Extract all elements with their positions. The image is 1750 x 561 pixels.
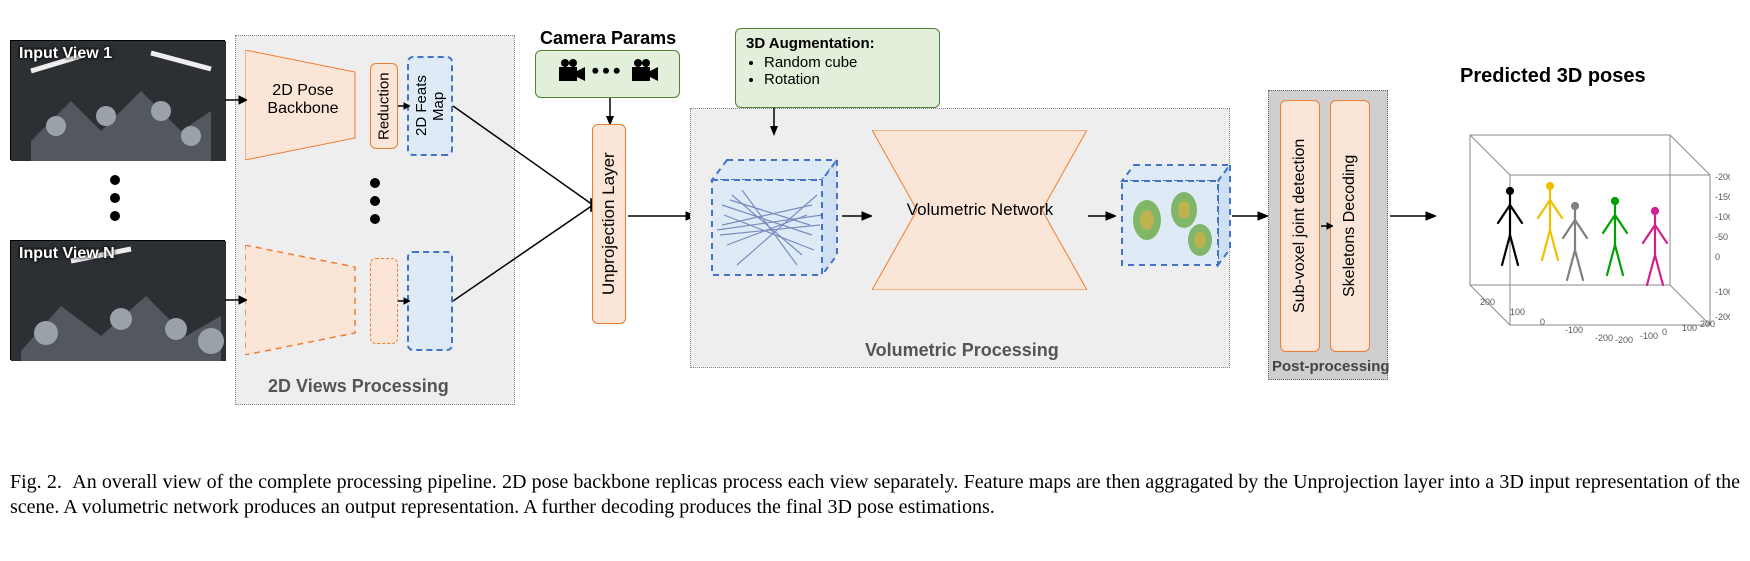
backbone-top-label: 2D Pose Backbone xyxy=(248,82,358,118)
input-view-1: Input View 1 xyxy=(10,40,225,160)
arrow-icon xyxy=(1232,210,1268,222)
svg-text:0: 0 xyxy=(1540,317,1545,327)
arrow-icon xyxy=(398,100,410,112)
arrow-icon xyxy=(225,94,247,106)
branch-ellipsis-icon xyxy=(370,178,380,224)
input-view-n-label: Input View N xyxy=(19,245,115,263)
aug-3d-box: 3D Augmentation: Random cube Rotation xyxy=(735,28,940,108)
unprojection-layer: Unprojection Layer xyxy=(592,124,626,324)
subvoxel-block: Sub-voxel joint detection xyxy=(1280,100,1320,352)
svg-text:-100: -100 xyxy=(1640,331,1658,341)
svg-text:-200: -200 xyxy=(1595,333,1613,343)
arrow-icon xyxy=(628,210,696,222)
arrow-icon xyxy=(842,210,872,222)
camera-params-title: Camera Params xyxy=(540,28,676,49)
feats-map-top: 2D Feats Map xyxy=(407,56,453,156)
aug-3d-item-1: Rotation xyxy=(764,71,929,88)
svg-text:-50: -50 xyxy=(1715,232,1728,242)
pipeline-diagram: Input View 1 Input View N 2D Views Proce… xyxy=(10,20,1740,440)
output-volume-cube xyxy=(1112,145,1242,275)
arrow-icon xyxy=(225,294,247,306)
aug-3d-item-0: Random cube xyxy=(764,54,929,71)
svg-text:200: 200 xyxy=(1480,297,1495,307)
arrow-icon xyxy=(1321,220,1333,232)
decode-block: Skeletons Decoding xyxy=(1330,100,1370,352)
svg-text:100: 100 xyxy=(1682,323,1697,333)
group-2d-processing-label: 2D Views Processing xyxy=(268,376,449,397)
feats-map-bottom xyxy=(407,251,453,351)
arrow-icon xyxy=(604,98,616,126)
svg-text:-100: -100 xyxy=(1715,212,1730,222)
arrow-icon xyxy=(398,295,410,307)
reduction-bottom xyxy=(370,258,398,344)
reduction-top: Reduction xyxy=(370,63,398,149)
svg-text:-200: -200 xyxy=(1615,335,1633,345)
figure-number: Fig. 2. xyxy=(10,471,62,493)
input-view-1-label: Input View 1 xyxy=(19,45,112,63)
output-title: Predicted 3D poses xyxy=(1460,65,1646,88)
arrow-icon xyxy=(768,108,780,136)
backbone-bottom xyxy=(245,245,375,355)
predicted-3d-plot: -200 -150 -100 -50 0 -100 -200 200 100 0… xyxy=(1430,95,1730,355)
group-post-processing-label: Post-processing xyxy=(1272,358,1390,375)
group-volumetric-label: Volumetric Processing xyxy=(865,340,1059,361)
input-view-n: Input View N xyxy=(10,240,225,360)
svg-text:200: 200 xyxy=(1700,319,1715,329)
svg-text:-200: -200 xyxy=(1715,312,1730,322)
svg-text:-100: -100 xyxy=(1565,325,1583,335)
svg-text:100: 100 xyxy=(1510,307,1525,317)
figure-caption: Fig. 2. An overall view of the complete … xyxy=(10,470,1740,520)
camera-icon xyxy=(630,57,658,85)
svg-text:-150: -150 xyxy=(1715,192,1730,202)
input-volume-cube xyxy=(702,135,852,285)
svg-text:0: 0 xyxy=(1715,252,1720,262)
view-ellipsis-icon xyxy=(110,175,120,221)
svg-text:-200: -200 xyxy=(1715,172,1730,182)
svg-text:0: 0 xyxy=(1662,327,1667,337)
volumetric-network-label: Volumetric Network xyxy=(890,200,1070,220)
aug-3d-title: 3D Augmentation: xyxy=(746,35,929,52)
svg-text:-100: -100 xyxy=(1715,287,1730,297)
figure-caption-text: An overall view of the complete processi… xyxy=(10,471,1740,518)
